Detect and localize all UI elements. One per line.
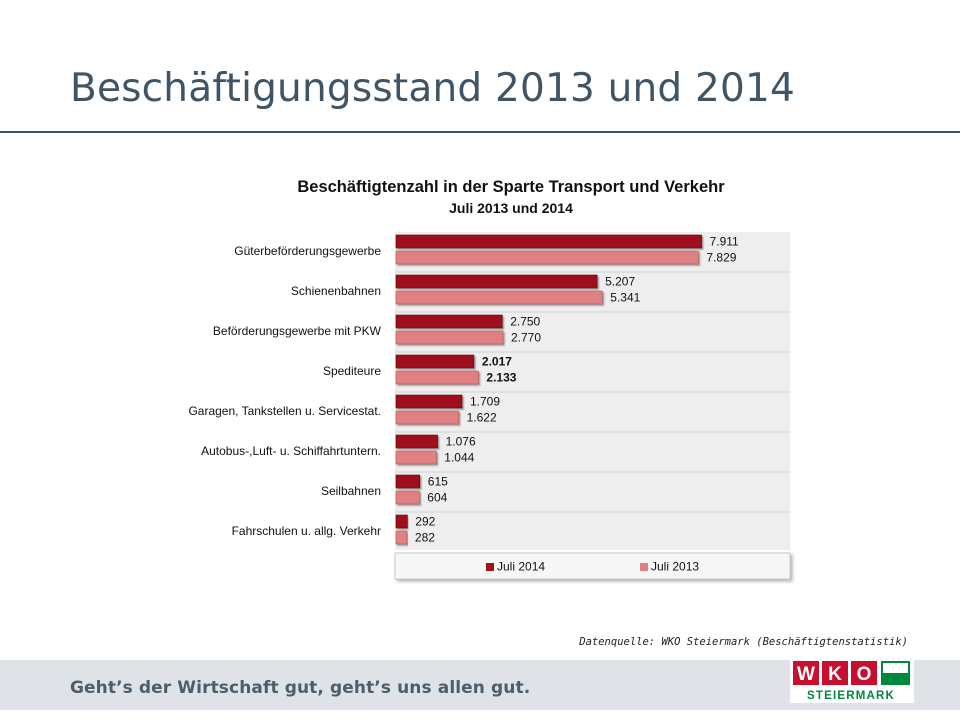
title-divider xyxy=(0,131,960,133)
logo-subtext: STEIERMARK xyxy=(807,690,895,702)
bar-juli-2013 xyxy=(395,250,699,265)
data-label: 7.829 xyxy=(706,251,736,265)
footer-slogan: Geht’s der Wirtschaft gut, geht’s uns al… xyxy=(70,678,531,698)
data-label: 1.622 xyxy=(467,411,497,425)
wko-steiermark-logo: W K O STEIERMARK xyxy=(790,659,914,703)
legend-panel xyxy=(394,552,791,580)
data-source-note: Datenquelle: WKO Steiermark (Beschäftigt… xyxy=(579,636,908,648)
chart-subtitle: Juli 2013 und 2014 xyxy=(449,200,573,216)
category-label: Fahrschulen u. allg. Verkehr xyxy=(232,524,381,538)
bar-juli-2014 xyxy=(395,394,463,409)
data-label: 282 xyxy=(415,531,435,545)
category-label: Autobus-,Luft- u. Schiffahrtuntern. xyxy=(201,444,381,458)
bar-juli-2013 xyxy=(395,290,603,305)
data-labels: 7.911 7.829 5.207 5.341 2.750 2.770 2.017 2.133… xyxy=(415,235,739,545)
data-label: 604 xyxy=(427,491,447,505)
data-label: 292 xyxy=(415,515,435,529)
bars xyxy=(395,234,702,545)
grid-lines xyxy=(395,271,790,513)
category-label: Seilbahnen xyxy=(321,484,381,498)
slide-title: Beschäftigungsstand 2013 und 2014 xyxy=(70,66,796,111)
category-labels: Güterbeförderungsgewerbe Schienenbahnen Be… xyxy=(188,244,381,538)
category-label: Beförderungsgewerbe mit PKW xyxy=(213,324,382,338)
data-label: 7.911 xyxy=(710,235,739,249)
data-label: 1.709 xyxy=(470,395,500,409)
bar-chart: Beschäftigtenzahl in der Sparte Transpor… xyxy=(188,178,791,580)
logo-letter-o: O xyxy=(857,664,872,685)
data-label: 2.133 xyxy=(486,371,516,385)
legend-swatch-2013 xyxy=(640,563,648,571)
bar-juli-2013 xyxy=(395,410,459,425)
bar-juli-2014 xyxy=(395,234,702,249)
data-label: 5.341 xyxy=(610,291,640,305)
bar-juli-2014 xyxy=(395,354,475,369)
data-label: 2.017 xyxy=(482,355,512,369)
bar-juli-2014 xyxy=(395,434,438,449)
bar-juli-2014 xyxy=(395,474,421,489)
data-label: 1.044 xyxy=(444,451,474,465)
legend-label-2014: Juli 2014 xyxy=(497,560,545,574)
category-label: Güterbeförderungsgewerbe xyxy=(234,244,381,258)
data-label: 2.750 xyxy=(510,315,540,329)
legend: Juli 2014 Juli 2013 xyxy=(394,552,791,580)
bar-juli-2013 xyxy=(395,370,479,385)
bar-juli-2014 xyxy=(395,274,598,289)
chart-title: Beschäftigtenzahl in der Sparte Transpor… xyxy=(297,178,725,196)
bar-juli-2014 xyxy=(395,514,408,529)
bar-juli-2014 xyxy=(395,314,503,329)
legend-swatch-2014 xyxy=(486,563,494,571)
bar-juli-2013 xyxy=(395,330,504,345)
data-label: 1.076 xyxy=(446,435,476,449)
category-label: Schienenbahnen xyxy=(291,284,381,298)
bar-juli-2013 xyxy=(395,450,437,465)
data-label: 5.207 xyxy=(605,275,635,289)
bar-juli-2013 xyxy=(395,530,408,545)
logo-letter-w: W xyxy=(797,664,815,685)
data-label: 2.770 xyxy=(511,331,541,345)
logo-letter-k: K xyxy=(828,664,842,685)
data-label: 615 xyxy=(428,475,448,489)
legend-label-2013: Juli 2013 xyxy=(651,560,699,574)
category-label: Spediteure xyxy=(323,364,381,378)
category-label: Garagen, Tankstellen u. Servicestat. xyxy=(188,404,381,418)
bar-juli-2013 xyxy=(395,490,420,505)
